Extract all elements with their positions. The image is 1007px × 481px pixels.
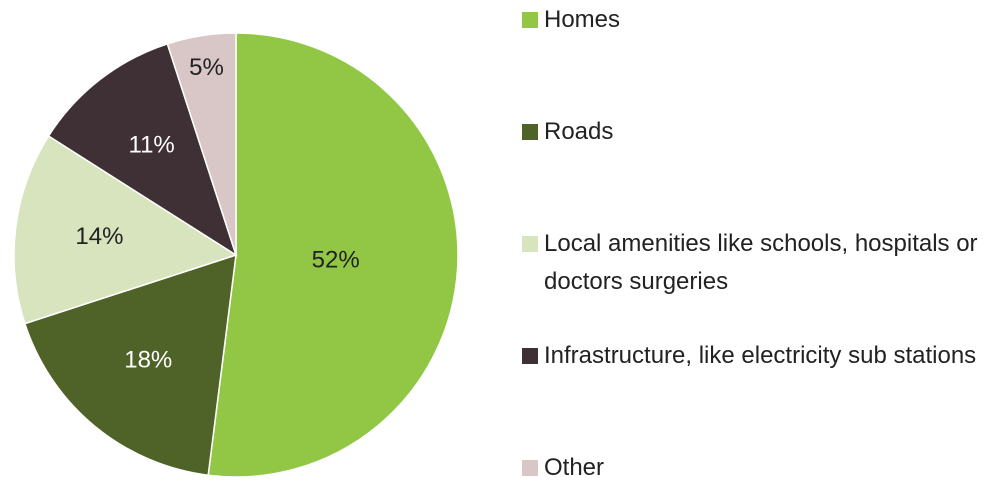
legend-swatch: [522, 12, 538, 28]
legend-label: Infrastructure, like electricity sub sta…: [544, 342, 977, 369]
legend-item: Infrastructure, like electricity sub sta…: [522, 337, 992, 375]
pie-area: 52% 18% 14% 11% 5%: [13, 32, 459, 478]
legend-label: Homes: [544, 6, 621, 33]
data-label: 5%: [189, 54, 224, 81]
pie-slice: [13, 135, 238, 325]
data-label: 18%: [124, 346, 172, 373]
data-label: 11%: [129, 132, 175, 159]
legend-swatch: [522, 236, 538, 252]
legend-label: Roads: [544, 118, 614, 145]
pie-slice: [207, 32, 459, 478]
legend-item: Local amenities like schools, hospitals …: [522, 225, 992, 301]
legend-item: Other: [522, 449, 992, 481]
data-label: 52%: [312, 247, 360, 274]
pie-slice: [23, 253, 237, 477]
legend-label: Other: [544, 454, 605, 481]
data-label: 14%: [75, 223, 123, 250]
legend-item: Homes: [522, 1, 992, 39]
pie-slice: [47, 42, 238, 257]
legend-swatch: [522, 124, 538, 140]
legend-swatch: [522, 348, 538, 364]
pie-slice: [166, 32, 237, 256]
legend-swatch: [522, 460, 538, 476]
legend-label: Local amenities like schools, hospitals …: [544, 230, 978, 295]
legend-item: Roads: [522, 113, 992, 151]
